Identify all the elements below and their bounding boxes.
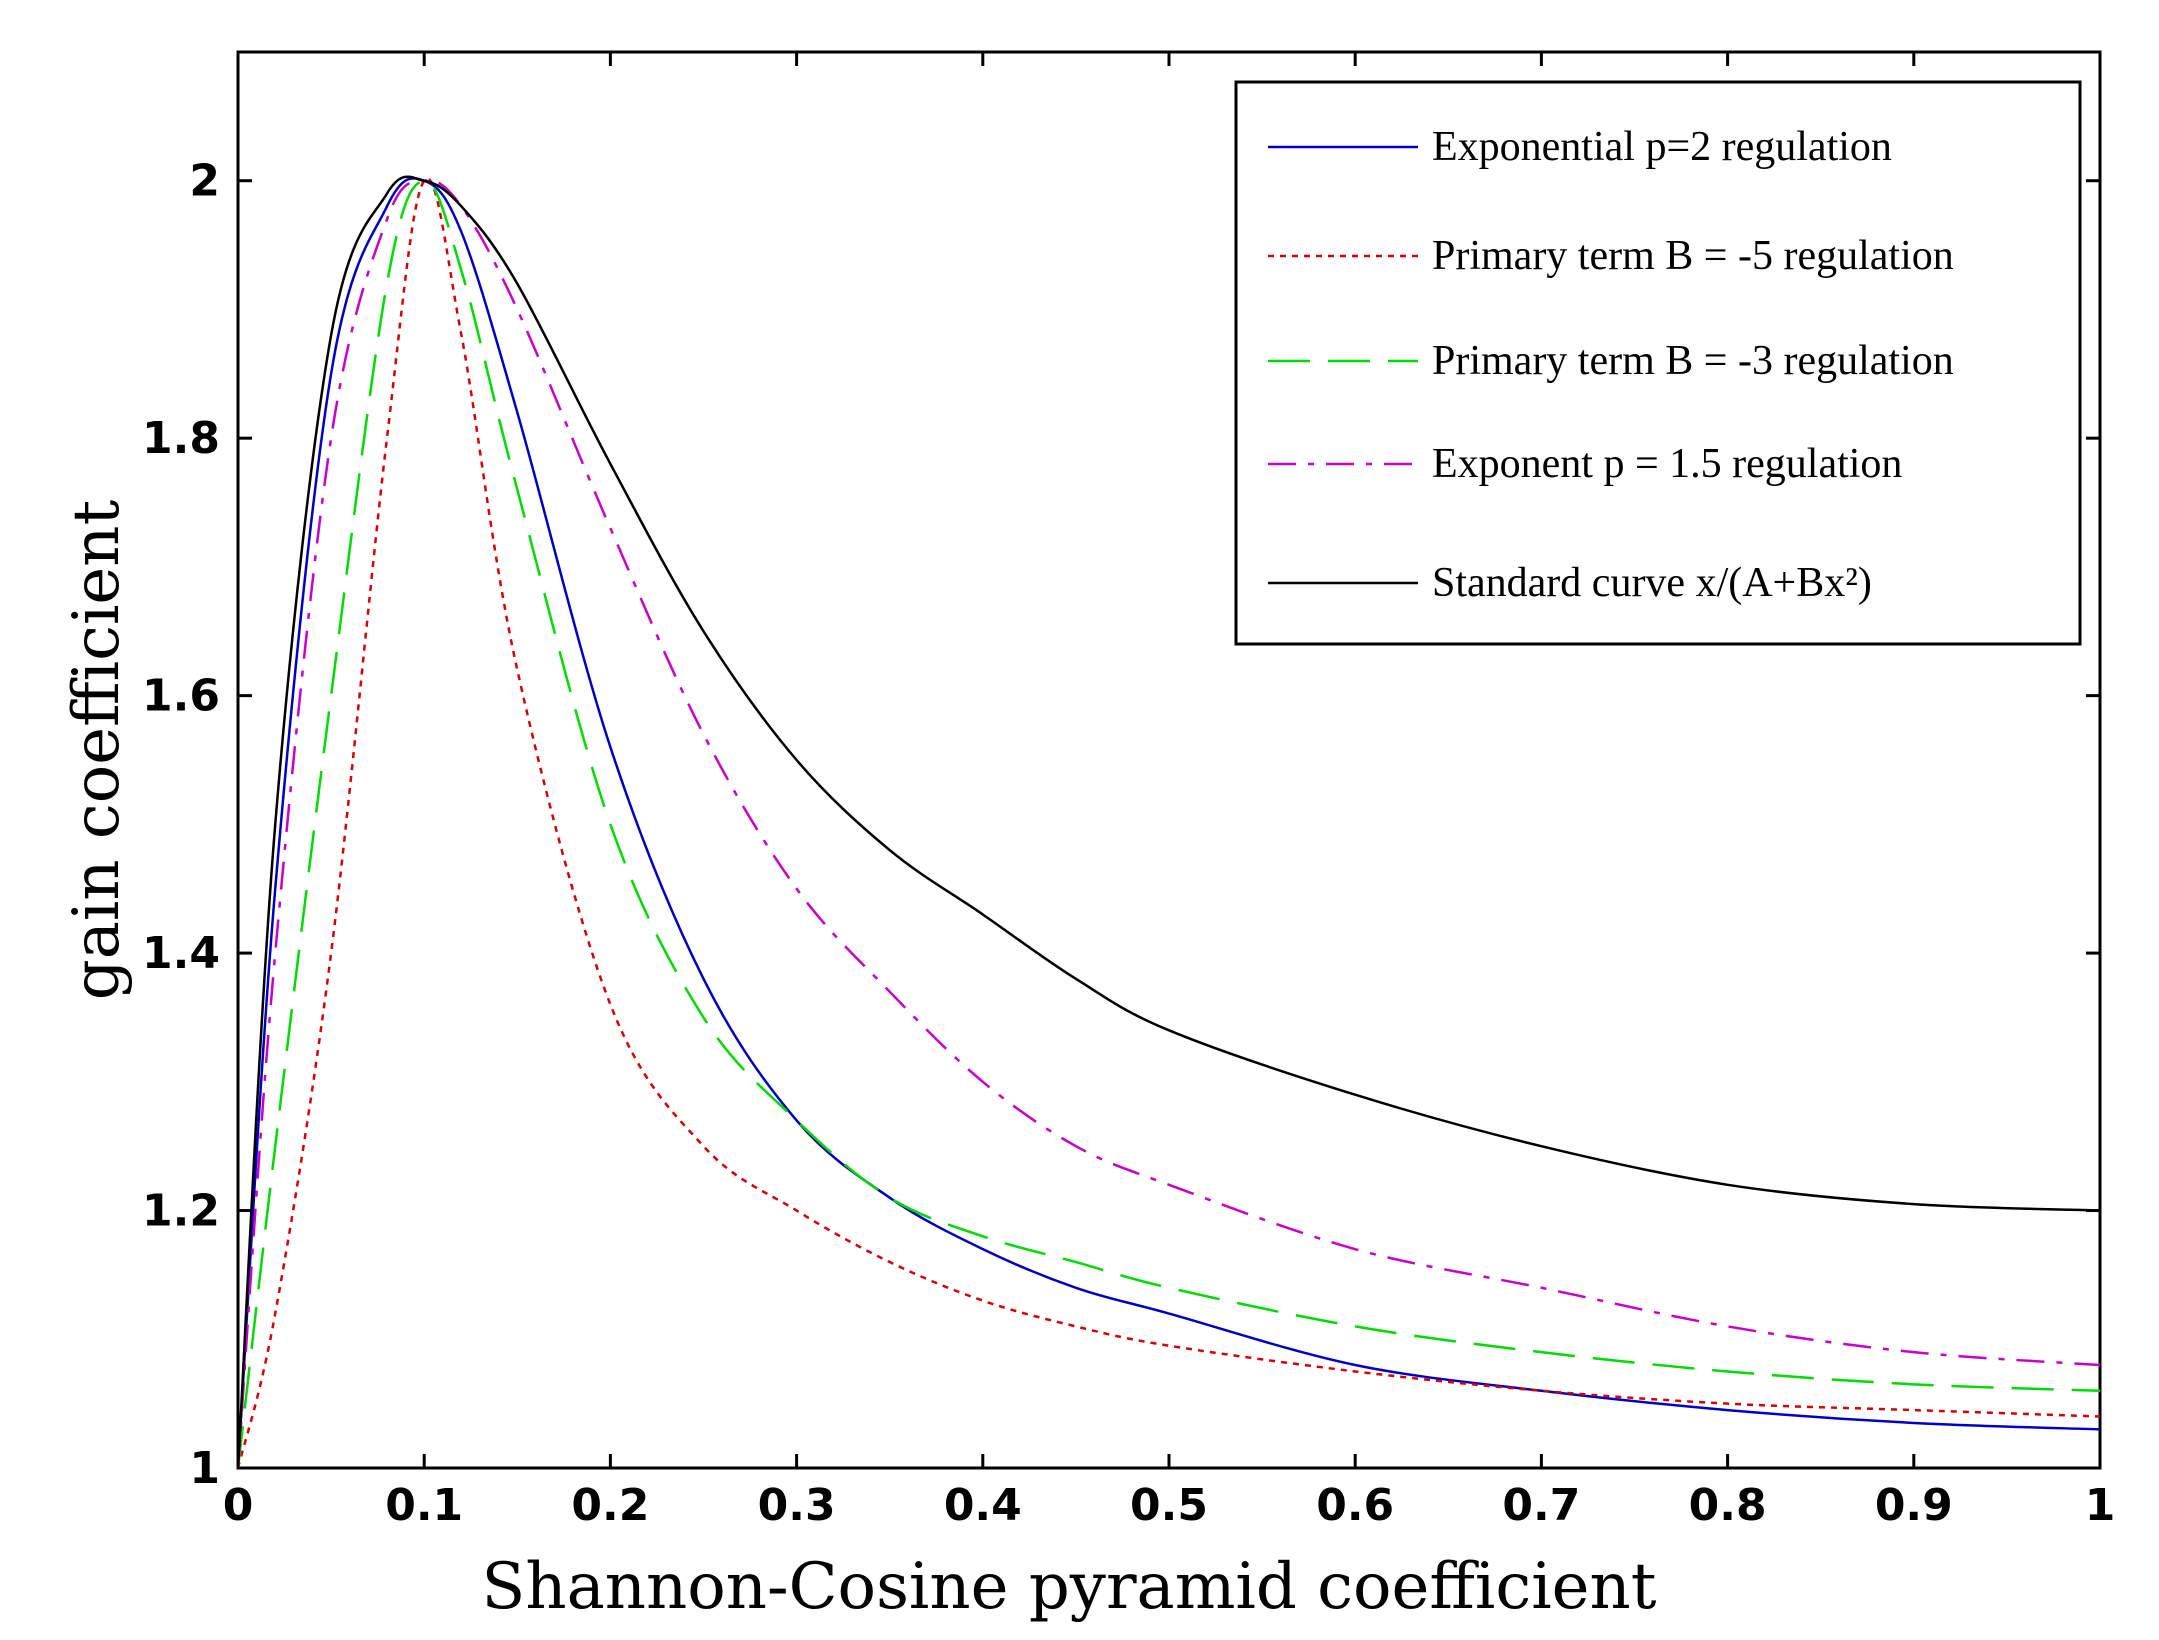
x-tick-label: 0.6: [1316, 1480, 1394, 1531]
y-tick-label: 1.6: [142, 671, 220, 722]
legend-label-4: Exponent p = 1.5 regulation: [1432, 441, 1902, 487]
series-lines: [236, 175, 2101, 1469]
series-line-3: [236, 179, 2101, 1469]
x-tick-label: 0.3: [758, 1480, 836, 1531]
legend-label-1: Exponential p=2 regulation: [1432, 124, 1892, 170]
x-tick-label: 0.9: [1875, 1480, 1953, 1531]
legend-label-2: Primary term B = -5 regulation: [1432, 233, 1954, 279]
y-tick-label: 1.4: [142, 928, 220, 979]
x-tick-label: 0.4: [944, 1480, 1022, 1531]
legend-label-3: Primary term B = -3 regulation: [1432, 338, 1954, 384]
x-tick-label: 0.5: [1130, 1480, 1208, 1531]
x-axis-ticks: 0 0.1 0.2 0.3 0.4 0.5 0.6 0.7 0.8 0.9 1: [223, 52, 2116, 1531]
series-line-4: [236, 179, 2101, 1469]
y-axis-title: gain coefficient: [60, 499, 134, 1000]
x-tick-label: 0.1: [385, 1480, 463, 1531]
x-tick-label: 0.7: [1502, 1480, 1580, 1531]
x-tick-label: 0.2: [571, 1480, 649, 1531]
x-tick-label: 0.8: [1689, 1480, 1767, 1531]
y-tick-label: 1.2: [142, 1186, 220, 1237]
x-axis-title: Shannon-Cosine pyramid coefficient: [482, 1550, 1657, 1624]
series-line-1: [236, 177, 2101, 1469]
x-tick-label: 0: [223, 1480, 254, 1531]
y-axis-ticks: 1 1.2 1.4 1.6 1.8 2: [142, 156, 2100, 1494]
legend-label-5: Standard curve x/(A+Bx²): [1432, 560, 1872, 606]
y-tick-label: 2: [189, 156, 220, 207]
x-tick-label: 1: [2085, 1480, 2116, 1531]
series-line-5: [236, 175, 2101, 1469]
legend-box: [1234, 80, 2082, 646]
y-tick-label: 1.8: [142, 413, 220, 464]
series-line-2: [236, 177, 2101, 1469]
y-tick-label: 1: [189, 1443, 220, 1494]
legend: Exponential p=2 regulation Primary term B…: [1234, 80, 2082, 646]
